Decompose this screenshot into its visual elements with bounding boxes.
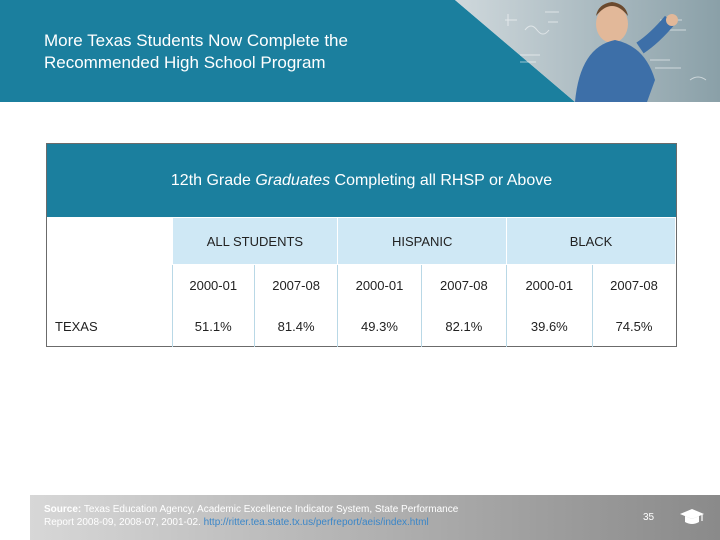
value-cell: 81.4% [253,306,338,347]
teacher-chalkboard-photo [505,2,707,102]
value-cell: 49.3% [337,306,422,347]
group-header-row: ALL STUDENTS HISPANIC BLACK [47,217,676,265]
year-header-cell: 2007-08 [253,264,338,307]
group-header-cell: HISPANIC [337,217,508,265]
rhsp-table: 12th Grade Graduates Completing all RHSP… [46,143,677,347]
value-cell: 82.1% [420,306,507,347]
slide-title: More Texas Students Now Complete the Rec… [44,30,444,74]
year-header-row: 2000-01 2007-08 2000-01 2007-08 2000-01 … [47,264,676,307]
table-title: 12th Grade Graduates Completing all RHSP… [47,144,676,217]
slide-footer: Source: Texas Education Agency, Academic… [0,495,720,540]
value-cell: 39.6% [506,306,593,347]
page-number: 35 [643,512,655,523]
year-header-cell: 2000-01 [337,264,422,307]
source-label: Source: [44,504,82,515]
corner-cell [47,265,172,307]
table-row: TEXAS 51.1% 81.4% 49.3% 82.1% 39.6% 74.5… [47,306,676,347]
year-header-cell: 2007-08 [591,264,676,307]
year-header-cell: 2000-01 [506,264,593,307]
slide-header: More Texas Students Now Complete the Rec… [0,0,720,102]
group-header-cell: ALL STUDENTS [171,217,339,265]
value-cell: 74.5% [591,306,676,347]
source-text2: Report 2008-09, 2008-07, 2001-02. [44,517,201,528]
group-header-cell: BLACK [506,217,676,265]
source-line2: Report 2008-09, 2008-07, 2001-02. http:/… [44,516,604,529]
slide-title-line2: Recommended High School Program [44,53,326,72]
graduation-cap-icon [679,504,705,530]
source-citation: Source: Texas Education Agency, Academic… [44,503,604,529]
row-label: TEXAS [55,319,98,334]
value-cell: 51.1% [171,306,255,347]
table-title-em: Graduates [255,171,331,189]
slide-title-line1: More Texas Students Now Complete the [44,31,348,50]
footer-band [30,495,720,540]
source-line1: Source: Texas Education Agency, Academic… [44,503,604,516]
table-title-pre: 12th Grade [170,171,256,189]
corner-cell [47,217,173,265]
source-text1: Texas Education Agency, Academic Excelle… [81,504,459,515]
data-table: ALL STUDENTS HISPANIC BLACK 2000-01 2007… [47,217,676,347]
year-header-cell: 2007-08 [420,264,507,307]
table-title-post: Completing all RHSP or Above [330,171,553,189]
year-header-cell: 2000-01 [171,264,255,307]
source-link[interactable]: http://ritter.tea.state.tx.us/perfreport… [200,517,429,528]
